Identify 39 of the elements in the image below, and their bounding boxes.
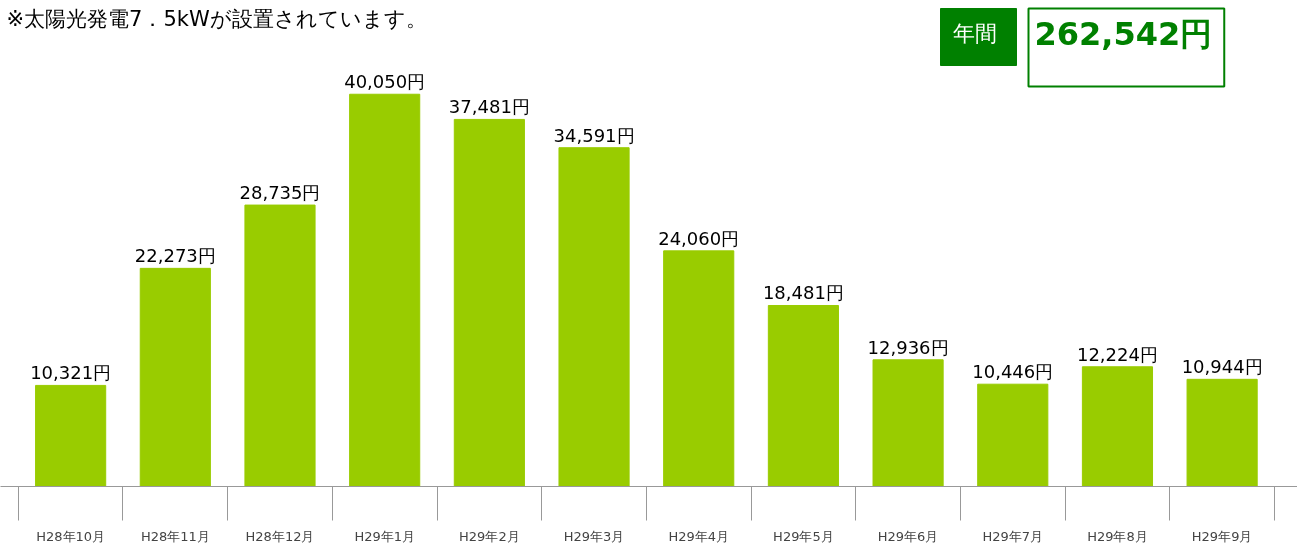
data-label: 18,481円: [762, 282, 844, 304]
x-tick-label: H28年11月: [140, 528, 210, 544]
bar: [558, 147, 630, 487]
bar: [663, 250, 735, 487]
x-tick-label: H29年8月: [1087, 528, 1148, 544]
data-label: 12,936円: [867, 336, 949, 358]
chart-title: ※太陽光発電7．5kWが設置されています。: [6, 6, 427, 31]
bar: [349, 93, 421, 487]
x-tick-label: H28年10月: [36, 528, 106, 544]
bar: [244, 204, 316, 487]
bar: [977, 383, 1049, 487]
text: 年間: [952, 20, 997, 46]
x-tick-label: H29年3月: [563, 528, 625, 544]
data-label: 24,060円: [658, 227, 740, 249]
data-label: 10,944円: [1181, 356, 1263, 378]
data-label: 28,735円: [239, 182, 321, 204]
bar: [1081, 366, 1154, 487]
data-label: 37,481円: [448, 96, 530, 118]
x-tick-label: H29年2月: [459, 528, 520, 544]
data-label: 22,273円: [134, 245, 216, 267]
bar: [453, 118, 525, 487]
data-label: 12,224円: [1076, 343, 1158, 365]
x-tick-label: H29年9月: [1191, 528, 1253, 544]
text: 262,542円: [1034, 14, 1213, 53]
bar: [767, 305, 839, 487]
data-label: 10,321円: [30, 362, 112, 384]
x-tick-label: H29年6月: [877, 528, 939, 544]
x-tick-label: H29年7月: [982, 528, 1044, 544]
x-tick-label: H29年5月: [773, 528, 834, 544]
bar: [872, 359, 944, 487]
x-tick-label: H29年1月: [354, 528, 415, 544]
data-label: 10,446円: [972, 361, 1054, 383]
data-label: 34,591円: [553, 124, 635, 146]
bar: [1186, 378, 1258, 487]
bar: [35, 384, 107, 487]
x-tick-label: H28年12月: [245, 528, 315, 544]
data-label: 40,050円: [344, 71, 426, 93]
bar: [139, 267, 211, 487]
x-tick-label: H29年4月: [668, 528, 730, 544]
